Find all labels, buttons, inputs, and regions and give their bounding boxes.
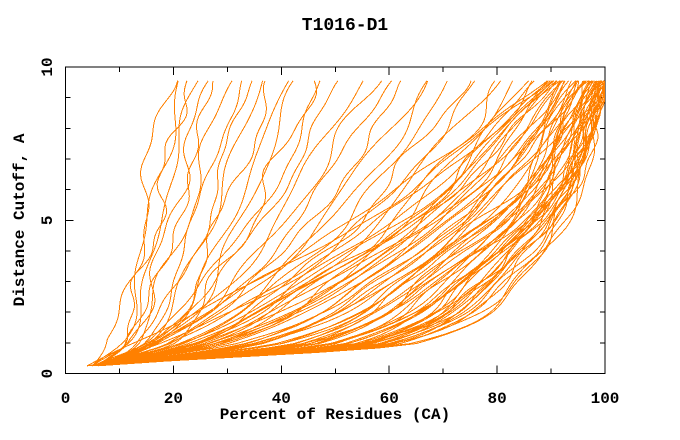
- model-curve: [92, 80, 179, 367]
- model-curve: [97, 80, 605, 367]
- model-curve: [97, 80, 605, 367]
- model-curve: [103, 80, 294, 367]
- model-curve: [103, 80, 392, 367]
- model-curve: [97, 80, 318, 367]
- model-curve: [97, 80, 209, 367]
- model-curve: [92, 80, 564, 367]
- x-tick-label: 40: [272, 390, 291, 408]
- model-curve: [97, 80, 321, 367]
- model-curve: [97, 80, 383, 367]
- model-curve: [103, 80, 253, 367]
- x-tick-label: 80: [487, 390, 506, 408]
- model-curve: [86, 80, 548, 367]
- model-curve: [92, 80, 601, 367]
- model-curve: [97, 80, 429, 367]
- x-tick-label: 100: [591, 390, 620, 408]
- model-curve: [87, 80, 600, 367]
- model-curve: [92, 80, 179, 367]
- tick-labels: 0 20 40 60 80 100 0 5 10: [39, 57, 619, 408]
- model-curve: [97, 80, 557, 367]
- model-curve: [92, 80, 553, 367]
- model-curve: [97, 80, 561, 367]
- model-curve: [97, 80, 188, 367]
- model-curve: [92, 80, 448, 367]
- model-curve: [92, 80, 558, 367]
- model-curve: [92, 80, 604, 367]
- x-axis-label: Percent of Residues (CA): [220, 406, 450, 424]
- model-curve: [92, 80, 605, 367]
- model-curve: [97, 80, 214, 367]
- model-curve: [92, 80, 589, 367]
- model-curve: [92, 80, 364, 367]
- model-curve: [97, 80, 586, 367]
- model-curve: [103, 80, 514, 367]
- model-curve: [103, 80, 267, 367]
- axes: [65, 66, 606, 374]
- model-curve: [103, 80, 476, 367]
- x-tick-label: 0: [61, 390, 71, 408]
- x-tick-label: 60: [380, 390, 399, 408]
- y-tick-label: 0: [39, 369, 57, 379]
- model-curve: [92, 80, 599, 367]
- model-curve: [92, 80, 561, 367]
- model-curve: [103, 80, 428, 367]
- x-tick-label: 20: [164, 390, 183, 408]
- model-curve: [92, 80, 587, 367]
- model-curve: [92, 80, 605, 367]
- model-curve: [92, 80, 502, 367]
- model-curve: [87, 80, 549, 367]
- model-curve: [97, 80, 600, 367]
- chart-title: T1016-D1: [302, 16, 389, 36]
- model-curve: [97, 80, 243, 367]
- model-curve: [103, 80, 339, 367]
- model-curve: [97, 80, 566, 367]
- model-curve: [92, 80, 605, 367]
- y-axis-label: Distance Cutoff, A: [11, 133, 29, 306]
- model-curve: [87, 80, 601, 367]
- model-curve: [92, 80, 402, 367]
- model-curve: [97, 80, 597, 367]
- model-curve: [92, 80, 601, 367]
- model-curve: [87, 80, 598, 367]
- model-curve: [92, 80, 598, 367]
- model-curve: [92, 80, 570, 367]
- model-curve: [92, 80, 551, 367]
- y-tick-label: 10: [39, 57, 57, 76]
- model-curve: [97, 80, 605, 367]
- model-curve: [97, 80, 264, 367]
- model-curve: [92, 80, 592, 367]
- model-curve: [97, 80, 596, 367]
- model-curve: [92, 80, 535, 367]
- y-tick-label: 5: [39, 215, 57, 225]
- model-curves: [86, 80, 605, 367]
- model-curve: [97, 80, 290, 367]
